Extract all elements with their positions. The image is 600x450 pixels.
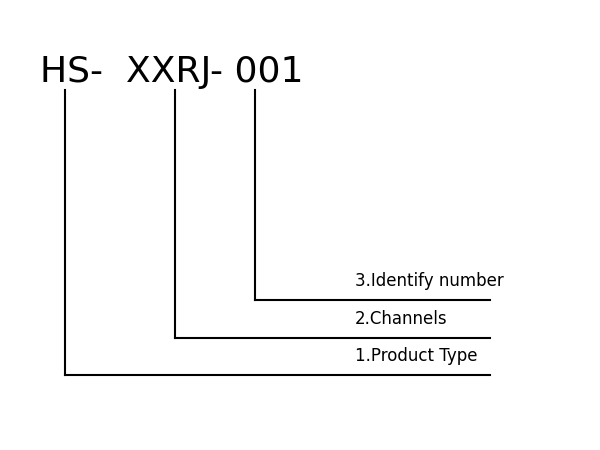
Text: 1.Product Type: 1.Product Type (355, 347, 478, 365)
Text: 2.Channels: 2.Channels (355, 310, 448, 328)
Text: HS-  XXRJ- 001: HS- XXRJ- 001 (40, 55, 304, 89)
Text: 3.Identify number: 3.Identify number (355, 272, 504, 290)
